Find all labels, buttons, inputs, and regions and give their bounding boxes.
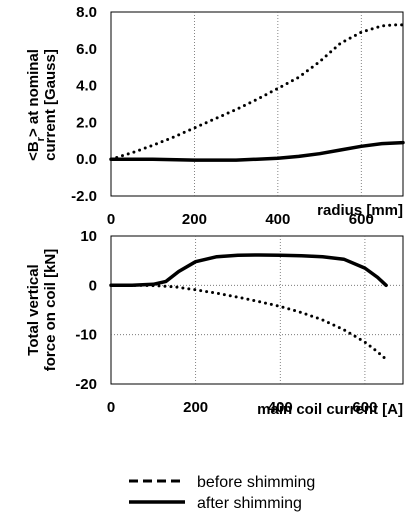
y-tick-label: 8.0 [76,4,97,21]
series-line-before-shimming [109,283,388,361]
y-tick-label: -2.0 [71,188,97,205]
top-chart-radius: 0 200 400 600 -2.0 0.0 2.0 4.0 6.0 8.0 radius [mm… [25,4,405,228]
x-tick-label: 0 [107,399,115,416]
ylabel-subscript: r [35,136,47,141]
y-tick-label: 4.0 [76,78,97,95]
top-chart-x-axis-label: radius [mm] [317,202,403,219]
top-chart-grid [194,12,362,196]
bottom-chart-grid [111,236,403,384]
x-tick-label: 0 [107,211,115,228]
x-tick-label: 400 [268,399,293,416]
x-tick-label: 600 [352,399,377,416]
x-tick-label: 600 [349,211,374,228]
x-tick-label: 200 [183,399,208,416]
ylabel-suffix: > at nominal [25,49,42,137]
bottom-chart-x-axis-label: main coil current [A] [257,401,403,418]
y-tick-label: 0.0 [76,151,97,168]
bottom-chart-y-axis-label-line1: Total vertical [25,264,42,355]
top-chart-y-axis-label-line1: <Br> at nominal [25,49,47,161]
top-chart-series [109,23,405,162]
y-tick-label: 10 [80,228,97,245]
series-line-before-shimming [109,23,405,161]
series-line-after-shimming [109,140,405,162]
y-tick-label: -10 [75,327,97,344]
x-tick-label: 200 [182,211,207,228]
series-line-after-shimming [109,253,388,288]
bottom-chart-series [109,253,388,361]
bottom-chart-ticks: 0 200 400 600 -20 -10 0 10 [75,228,377,416]
bottom-chart-plot-area [110,235,404,385]
top-chart-ticks: 0 200 400 600 -2.0 0.0 2.0 4.0 6.0 8.0 [71,4,374,228]
legend-label-before-shimming: before shimming [197,474,315,491]
x-tick-label: 400 [265,211,290,228]
y-tick-label: 6.0 [76,41,97,58]
top-chart-plot-area [110,11,404,197]
top-chart-y-axis-label-line2: current [Gauss] [42,49,59,161]
bottom-chart-current: 0 200 400 600 -20 -10 0 10 main coil current [A… [25,228,404,418]
legend: before shimming after shimming [129,474,315,512]
y-tick-label: -20 [75,376,97,393]
y-tick-label: 0 [89,277,97,294]
legend-label-after-shimming: after shimming [197,495,302,512]
y-tick-label: 2.0 [76,114,97,131]
bottom-chart-y-axis-label-line2: force on coil [kN] [42,249,59,372]
ylabel-prefix: <B [25,141,42,161]
